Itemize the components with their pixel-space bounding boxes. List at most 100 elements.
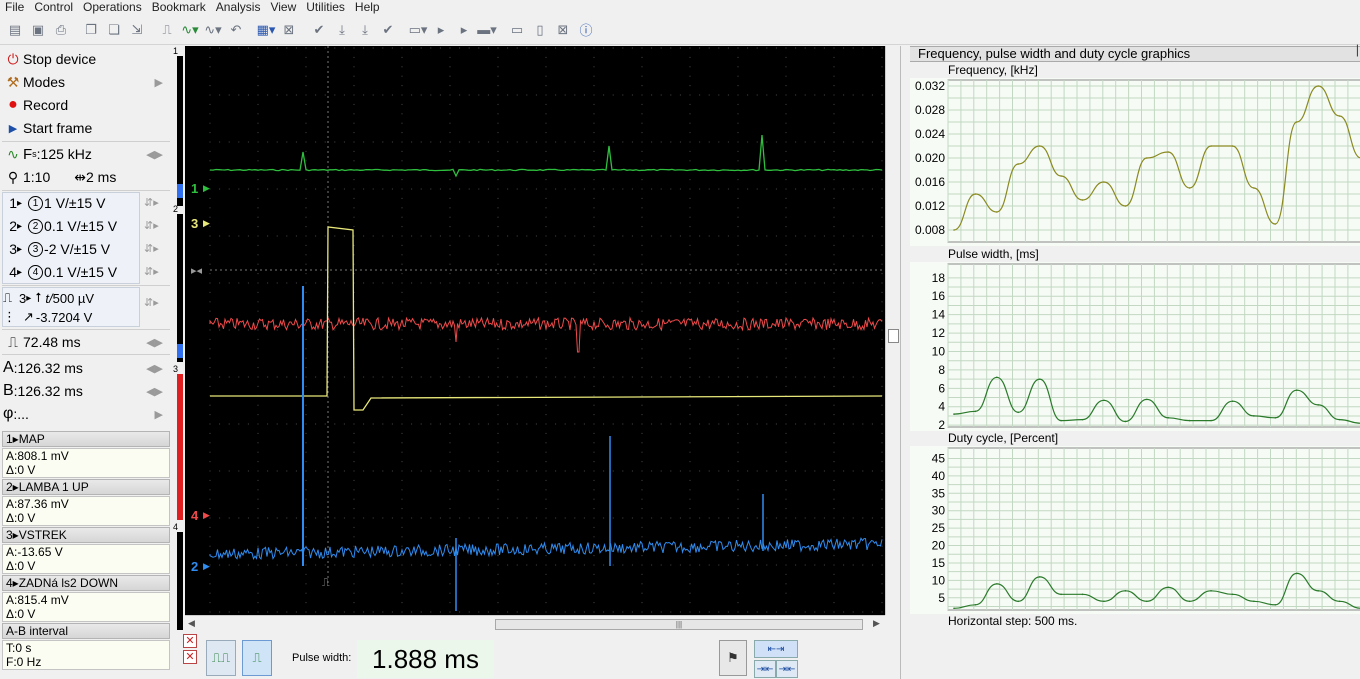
channel-3-arrows-icon[interactable]: ⇵▸ (144, 243, 159, 255)
measurement-1-header[interactable]: 1▸MAP (2, 431, 170, 447)
pulse-icon[interactable]: ⎍ (162, 21, 172, 37)
channel-2-arrows-icon[interactable]: ⇵▸ (144, 220, 159, 232)
signal-dropdown-icon[interactable]: ∿▾ (181, 21, 199, 37)
save-icon[interactable]: ▣ (31, 21, 45, 37)
menu-utilities[interactable]: Utilities (306, 0, 345, 14)
paste-icon[interactable]: ❏ (108, 21, 120, 37)
chbar-label-1: 1 (173, 46, 179, 56)
menu-file[interactable]: File (5, 0, 25, 14)
measurement-1-delta: Δ:0 V (6, 463, 36, 477)
channel-4-marker-label[interactable]: 4 (191, 508, 199, 523)
cursor-b-control[interactable]: B :126.32 ms ◀▶ (3, 380, 169, 402)
trigger-settings[interactable]: ⎍ 3 ▸ ⭡ t/ 500 µV (3, 290, 95, 306)
measurement-4-values: A:815.4 mV Δ:0 V (2, 592, 170, 622)
folder-dropdown-icon[interactable]: ▭▾ (408, 21, 428, 37)
horizontal-scroll-thumb[interactable]: ||| (495, 619, 863, 630)
vertical-scrollbar[interactable] (885, 46, 900, 615)
arrows-icon[interactable]: ◀▶ (146, 148, 163, 161)
frequency-graph[interactable]: 0.032 0.028 0.024 0.020 0.016 0.012 0.008 (910, 78, 1360, 246)
pulse-width-mode-button[interactable]: ⎍ (242, 640, 272, 676)
duty-cycle-point (1081, 593, 1084, 596)
panel-close-icon[interactable]: ▕ (1350, 46, 1358, 57)
open-icon[interactable]: ▤ (8, 21, 22, 37)
remove-icon[interactable]: ✕ (183, 650, 197, 664)
arrows-icon[interactable]: ◀▶ (146, 385, 163, 398)
check-next-icon[interactable]: ⤓ (362, 21, 368, 37)
channel-1-marker-label[interactable]: 1 (191, 181, 199, 196)
toolbar-separator (149, 19, 155, 41)
period-control[interactable]: ⎍ 72.48 ms ◀▶ (3, 331, 169, 353)
channel-1-scale[interactable]: 1 ▸ 1 1 V/±15 V (3, 192, 141, 214)
oscilloscope-screen[interactable]: 1 ▶ 3 ▶ 4 ▶ 2 ▶ ▸◂ ⎍ (185, 46, 885, 615)
menu-bookmark[interactable]: Bookmark (151, 0, 206, 14)
channel-2-marker[interactable] (177, 344, 183, 358)
chart-dropdown-icon[interactable]: ▦▾ (256, 21, 276, 37)
cursor-a-control[interactable]: A :126.32 ms ◀▶ (3, 357, 169, 379)
print-icon[interactable]: ⎙ (55, 21, 67, 37)
channel-1-marker[interactable] (177, 184, 183, 198)
trigger-level-marker-icon[interactable]: ▸◂ (191, 265, 203, 277)
close-doc-icon[interactable]: ⊠ (557, 21, 569, 37)
channel-2-segment[interactable] (177, 214, 183, 362)
measurement-2-header[interactable]: 2▸LAMBA 1 UP (2, 479, 170, 495)
channel-4-arrows-icon[interactable]: ⇵▸ (144, 266, 159, 278)
trigger-level[interactable]: ⋮ ↗ -3.7204 V (3, 306, 141, 328)
channel-1-segment[interactable] (177, 56, 183, 206)
marker-button[interactable]: ⚑ (719, 640, 747, 676)
channel-4-segment[interactable] (177, 532, 183, 630)
check-icon[interactable]: ✔ (313, 21, 325, 37)
check-down-icon[interactable]: ⤓ (339, 21, 345, 37)
waveform-canvas[interactable] (185, 46, 885, 615)
channel-3-marker-label[interactable]: 3 (191, 216, 199, 231)
clear-chart-icon[interactable]: ⊠ (283, 21, 295, 37)
menu-analysis[interactable]: Analysis (215, 0, 261, 14)
start-frame-button[interactable]: ▶ Start frame (3, 117, 169, 139)
duty-cycle-point (1145, 600, 1148, 603)
duty-cycle-graph[interactable]: 45 40 35 30 25 20 15 10 5 (910, 446, 1360, 614)
trigger-arrows-icon[interactable]: ⇵▸ (144, 297, 159, 309)
record-button[interactable]: ● Record (3, 94, 169, 116)
screen-icon[interactable]: ▭ (510, 21, 524, 37)
channel-4-scale[interactable]: 4 ▸ 4 0.1 V/±15 V (3, 261, 141, 283)
channel-3-segment[interactable] (177, 374, 183, 520)
measurement-4-header[interactable]: 4▸ZADNá ls2 DOWN (2, 575, 170, 591)
check-all-icon[interactable]: ✔ (382, 21, 394, 37)
export-icon[interactable]: ⇲ (131, 21, 143, 37)
phase-control[interactable]: φ :... ▶ (3, 403, 169, 425)
channel-2-scale[interactable]: 2 ▸ 2 0.1 V/±15 V (3, 215, 141, 237)
horizontal-scrollbar[interactable]: ◀ ||| ▶ (185, 615, 885, 632)
trigger-position-icon[interactable]: ⎍ (322, 577, 330, 589)
expand-horizontal-button[interactable]: ⇤⇥ (754, 640, 798, 658)
step-icon[interactable]: ▸ (460, 21, 468, 37)
channel-2-marker-label[interactable]: 2 (191, 559, 199, 574)
copy-icon[interactable]: ❐ (85, 21, 97, 37)
pulse-width-graph[interactable]: 18 16 14 12 10 8 6 4 2 (910, 262, 1360, 431)
help-icon[interactable]: ⓘ (579, 23, 593, 38)
scroll-right-icon[interactable]: ▶ (873, 618, 880, 628)
vertical-scroll-thumb[interactable] (888, 329, 899, 343)
scroll-left-icon[interactable]: ◀ (188, 618, 195, 628)
menu-operations[interactable]: Operations (83, 0, 142, 14)
menu-control[interactable]: Control (34, 0, 74, 14)
layout-dropdown-icon[interactable]: ▬▾ (477, 21, 497, 37)
undo-icon[interactable]: ↶ (230, 21, 242, 37)
zoom-timebase-control[interactable]: ⚲ 1:10 ⇹ 2 ms (3, 166, 169, 188)
stop-device-button[interactable]: ⏻ Stop device (3, 48, 169, 70)
document-icon[interactable]: ▯ (536, 21, 544, 37)
shrink-left-button[interactable]: ⇥⇤ (754, 660, 776, 678)
channel-3-scale[interactable]: 3 ▸ 3 -2 V/±15 V (3, 238, 141, 260)
menu-view[interactable]: View (270, 0, 297, 14)
positive-pulse-button[interactable]: ⎍⎍ (206, 640, 236, 676)
channel-1-arrows-icon[interactable]: ⇵▸ (144, 197, 159, 209)
ab-interval-header[interactable]: A-B interval (2, 623, 170, 639)
modes-button[interactable]: ⚒ Modes ▶ (3, 71, 169, 93)
close-icon[interactable]: ✕ (183, 634, 197, 648)
step-forward-icon[interactable]: ▸ (437, 21, 445, 37)
arrows-icon[interactable]: ◀▶ (146, 336, 163, 349)
measurement-3-header[interactable]: 3▸VSTREK (2, 527, 170, 543)
menu-help[interactable]: Help (354, 0, 380, 14)
arrows-icon[interactable]: ◀▶ (146, 362, 163, 375)
shrink-right-button[interactable]: ⇥⇤ (776, 660, 798, 678)
signal-mode-dropdown-icon[interactable]: ∿▾ (204, 21, 222, 37)
